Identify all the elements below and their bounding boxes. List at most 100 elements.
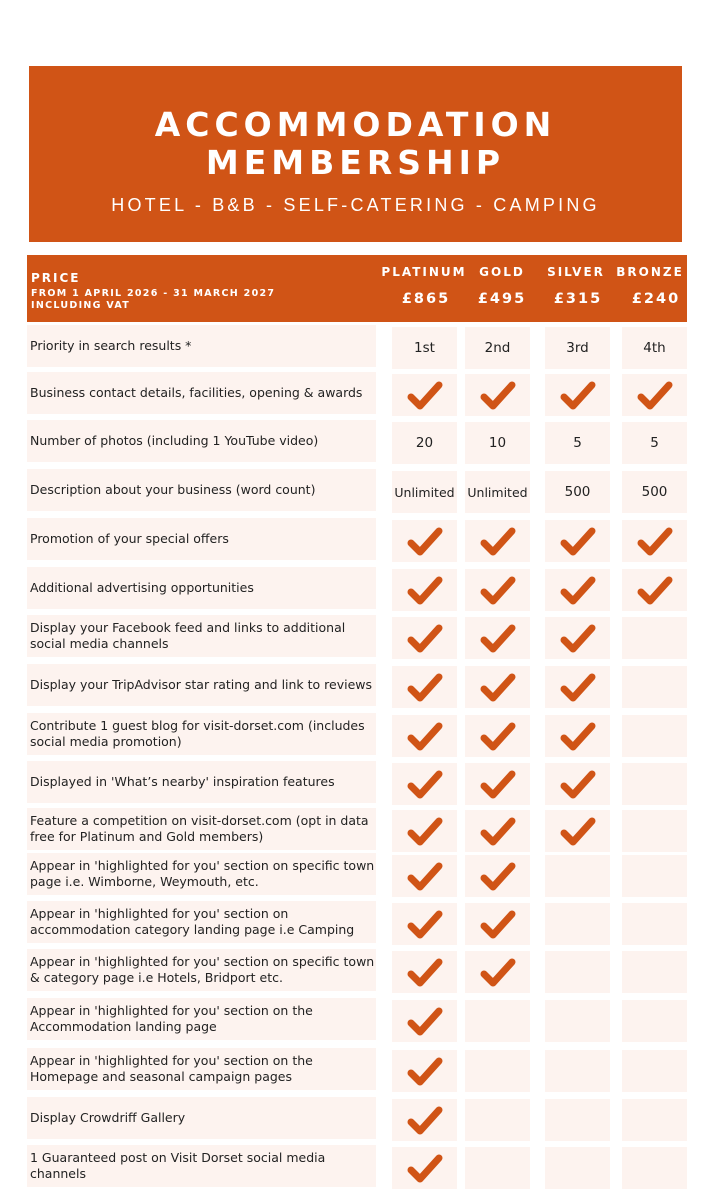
check-icon: [480, 527, 515, 556]
feature-label: Promotion of your special offers: [27, 518, 376, 560]
tier-cell-gold: [465, 715, 530, 757]
check-icon: [407, 722, 442, 751]
tier-cell-gold: 10: [465, 422, 530, 464]
tier-cell-silver: [545, 810, 610, 852]
cell-value: 10: [488, 435, 507, 451]
feature-label: Display your TripAdvisor star rating and…: [27, 664, 376, 706]
cell-value: 4th: [643, 340, 666, 356]
feature-label: Appear in 'highlighted for you' section …: [27, 998, 376, 1040]
cell-value: Unlimited: [394, 484, 455, 500]
feature-label: Display your Facebook feed and links to …: [27, 615, 376, 657]
tier-cell-silver: [545, 1050, 610, 1092]
feature-label: Description about your business (word co…: [27, 469, 376, 511]
tier-cell-bronze: [622, 1099, 687, 1141]
tier-cell-platinum: [392, 617, 457, 659]
tier-cell-platinum: [392, 715, 457, 757]
tier-cell-platinum: [392, 1050, 457, 1092]
tier-cell-platinum: [392, 569, 457, 611]
feature-label: Feature a competition on visit-dorset.co…: [27, 808, 376, 850]
check-icon: [480, 381, 515, 410]
tier-cell-silver: [545, 951, 610, 993]
cell-value: 5: [573, 435, 582, 451]
check-icon: [637, 576, 672, 605]
tier-cell-gold: [465, 1147, 530, 1189]
check-icon: [560, 576, 595, 605]
tier-cell-bronze: [622, 903, 687, 945]
tier-cell-gold: [465, 903, 530, 945]
check-icon: [407, 1007, 442, 1036]
tier-cell-bronze: [622, 1050, 687, 1092]
check-icon: [560, 817, 595, 846]
tier-cell-silver: 5: [545, 422, 610, 464]
check-icon: [407, 910, 442, 939]
tier-cell-bronze: [622, 855, 687, 897]
tier-cell-gold: [465, 763, 530, 805]
tier-cell-silver: [545, 1099, 610, 1141]
tier-cell-gold: [465, 569, 530, 611]
check-icon: [407, 770, 442, 799]
check-icon: [407, 958, 442, 987]
tier-cell-bronze: [622, 569, 687, 611]
feature-label: Appear in 'highlighted for you' section …: [27, 853, 376, 895]
check-icon: [480, 770, 515, 799]
tier-cell-silver: 3rd: [545, 327, 610, 369]
tier-cell-platinum: [392, 951, 457, 993]
tier-cell-gold: [465, 951, 530, 993]
check-icon: [407, 673, 442, 702]
check-icon: [407, 1057, 442, 1086]
tier-cell-gold: Unlimited: [465, 471, 530, 513]
price-platinum: £865: [401, 291, 451, 307]
tier-cell-platinum: [392, 1000, 457, 1042]
tier-cell-bronze: [622, 715, 687, 757]
tier-cell-bronze: [622, 617, 687, 659]
feature-label: Appear in 'highlighted for you' section …: [27, 901, 376, 943]
check-icon: [480, 722, 515, 751]
check-icon: [560, 770, 595, 799]
check-icon: [407, 624, 442, 653]
tier-cell-silver: [545, 903, 610, 945]
feature-label: Displayed in 'What’s nearby' inspiration…: [27, 761, 376, 803]
tier-platinum: PLATINUM: [381, 265, 467, 279]
tier-cell-bronze: 4th: [622, 327, 687, 369]
feature-label: Contribute 1 guest blog for visit-dorset…: [27, 713, 376, 755]
tier-cell-silver: [545, 374, 610, 416]
feature-label: Appear in 'highlighted for you' section …: [27, 1048, 376, 1090]
feature-label: Appear in 'highlighted for you' section …: [27, 949, 376, 991]
check-icon: [407, 576, 442, 605]
check-icon: [560, 381, 595, 410]
check-icon: [407, 527, 442, 556]
check-icon: [480, 673, 515, 702]
cell-value: 500: [564, 484, 591, 500]
tier-cell-platinum: [392, 855, 457, 897]
check-icon: [637, 527, 672, 556]
check-icon: [407, 1154, 442, 1183]
check-icon: [560, 624, 595, 653]
tier-cell-silver: [545, 666, 610, 708]
price-period: FROM 1 APRIL 2026 - 31 MARCH 2027 INCLUD…: [31, 288, 275, 312]
tier-cell-bronze: 500: [622, 471, 687, 513]
tier-cell-bronze: [622, 763, 687, 805]
tier-cell-gold: [465, 810, 530, 852]
tier-cell-bronze: [622, 666, 687, 708]
cell-value: 3rd: [566, 340, 589, 356]
feature-label: Priority in search results *: [27, 325, 376, 367]
check-icon: [560, 673, 595, 702]
tier-cell-bronze: [622, 951, 687, 993]
check-icon: [407, 817, 442, 846]
tier-cell-bronze: 5: [622, 422, 687, 464]
tier-cell-platinum: [392, 810, 457, 852]
feature-label: Number of photos (including 1 YouTube vi…: [27, 420, 376, 462]
cell-value: 1st: [414, 340, 435, 356]
cell-value: 2nd: [484, 340, 511, 356]
tier-cell-platinum: Unlimited: [392, 471, 457, 513]
feature-label: Business contact details, facilities, op…: [27, 372, 376, 414]
tier-cell-gold: [465, 617, 530, 659]
check-icon: [407, 862, 442, 891]
price-silver: £315: [553, 291, 603, 307]
tier-cell-silver: [545, 569, 610, 611]
price-bronze: £240: [631, 291, 681, 307]
subtitle: HOTEL - B&B - SELF-CATERING - CAMPING: [111, 195, 600, 215]
period-dates: FROM 1 APRIL 2026 - 31 MARCH 2027: [31, 288, 276, 299]
tier-cell-platinum: [392, 520, 457, 562]
tier-cell-gold: [465, 1000, 530, 1042]
